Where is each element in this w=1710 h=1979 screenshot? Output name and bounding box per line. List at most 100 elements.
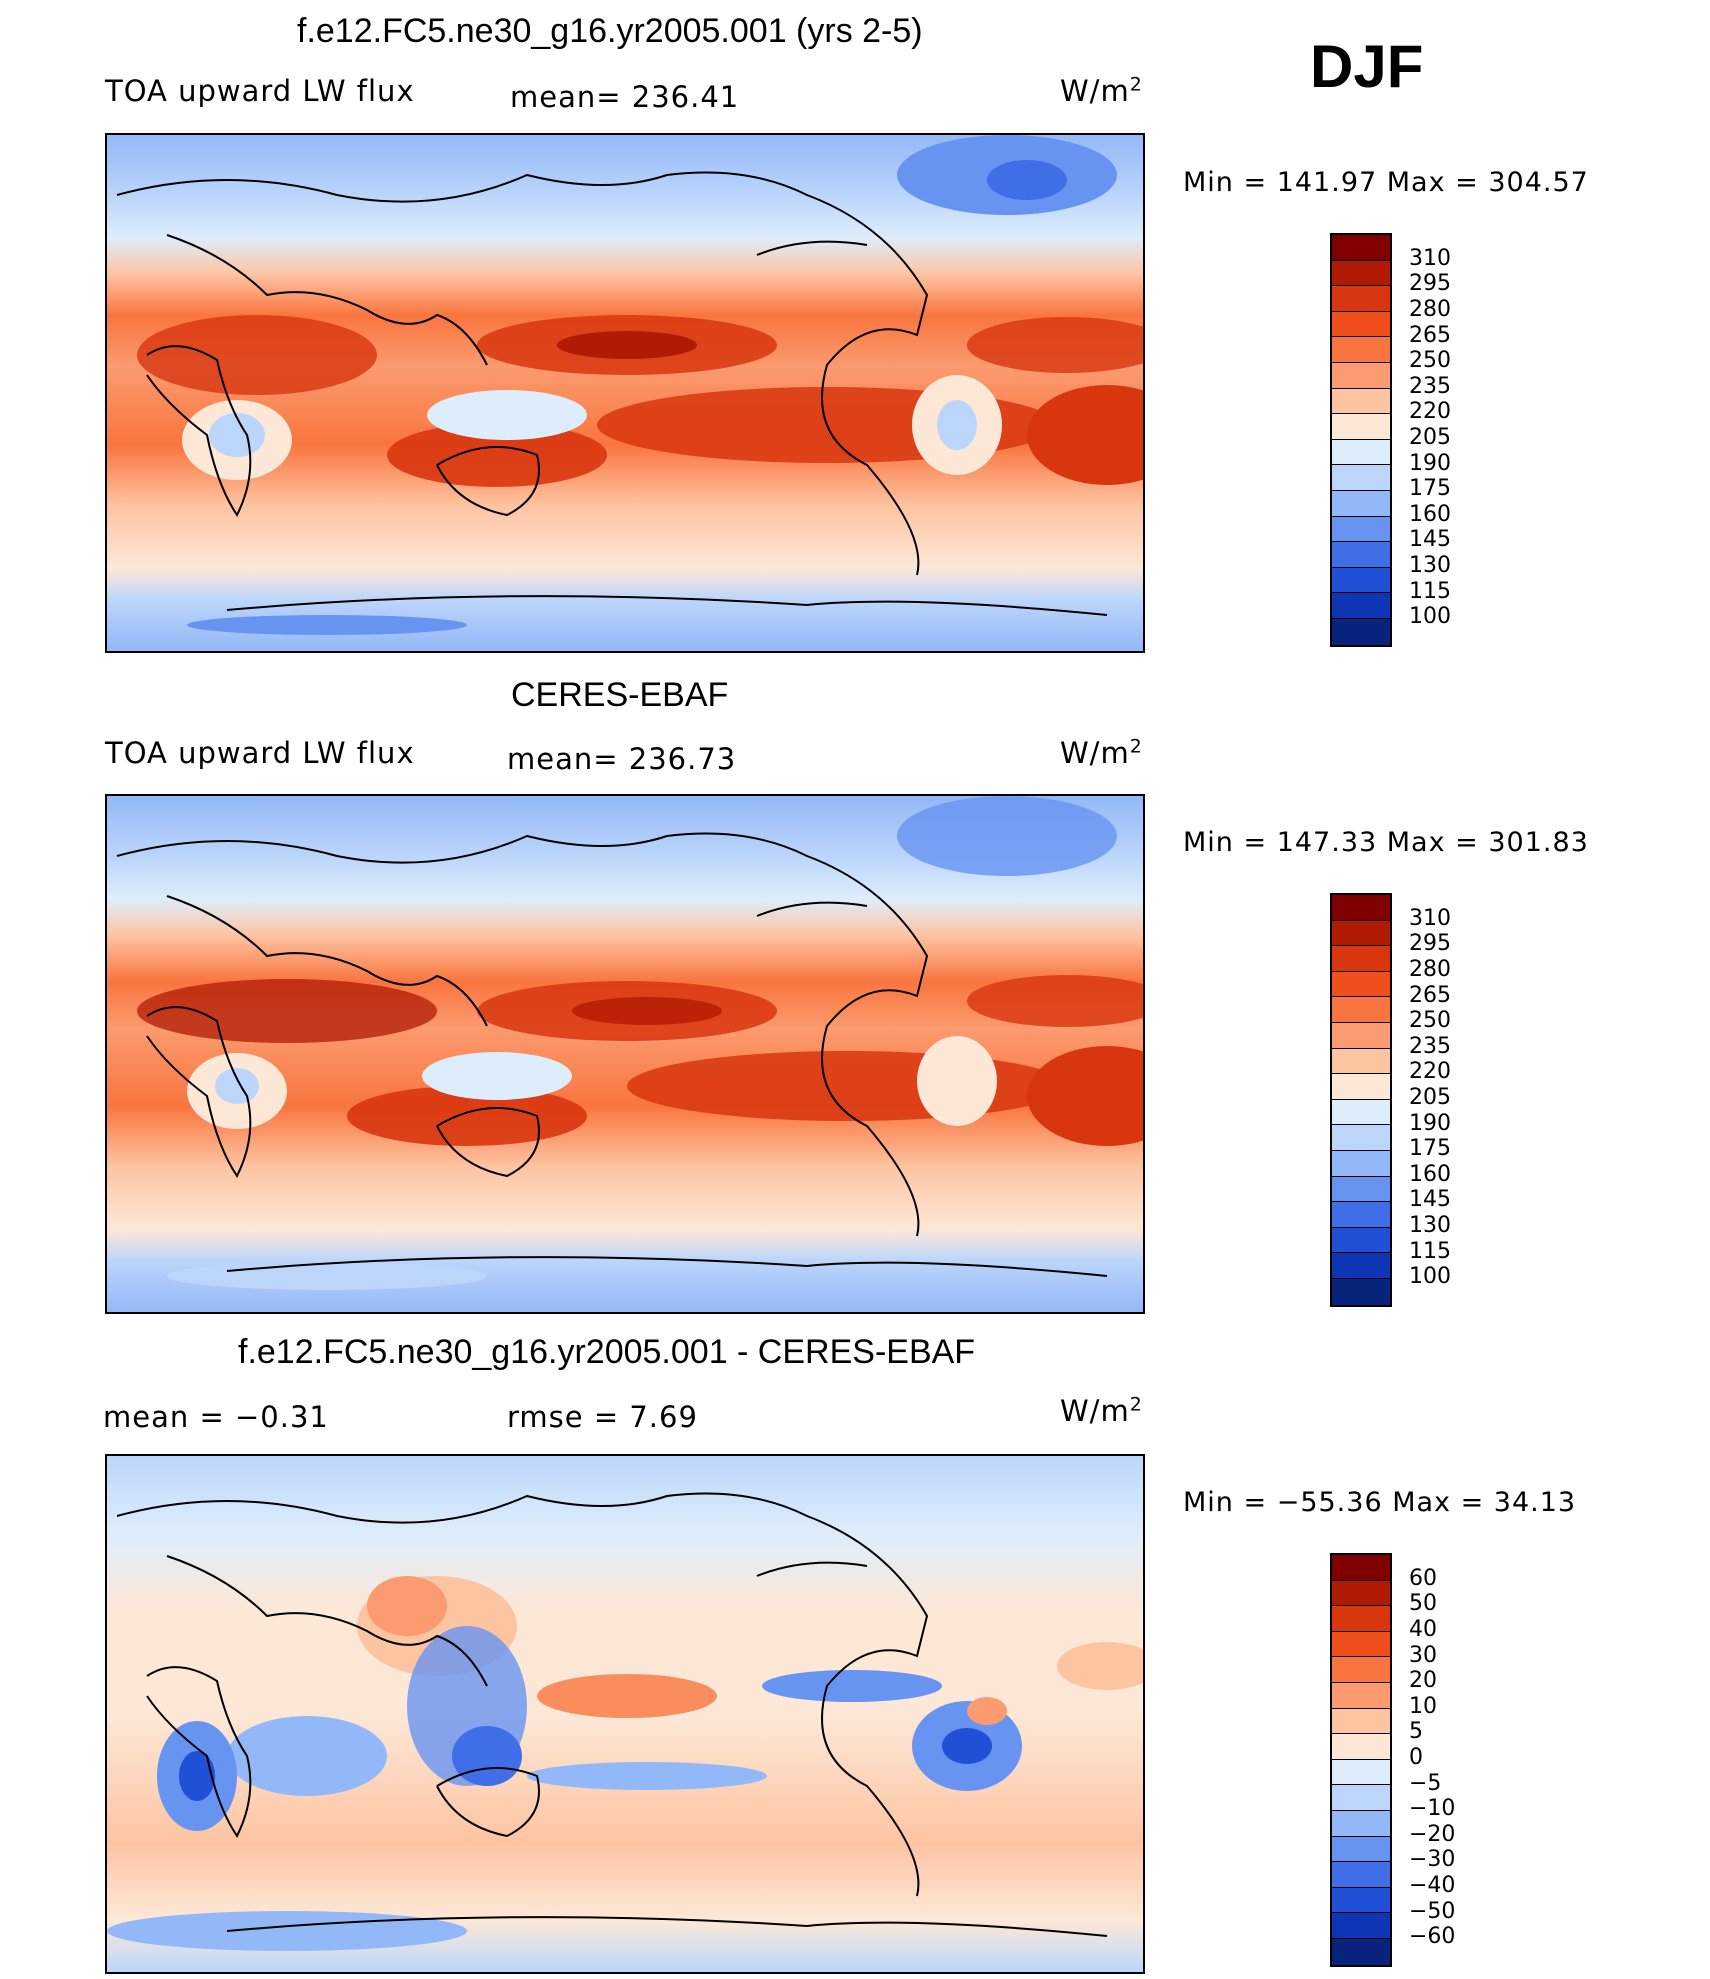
colorbar-tick-label: 30 (1409, 1642, 1437, 1668)
season-label: DJF (1310, 33, 1424, 100)
colorbar-swatch (1332, 490, 1390, 517)
colorbar-swatch (1332, 542, 1390, 568)
colorbar-tick-label: 145 (1409, 1187, 1451, 1213)
colorbar-tick-label: 280 (1409, 956, 1451, 982)
panel-2-contour-field (107, 796, 1143, 1312)
panel-2-mean: mean= 236.73 (507, 742, 737, 776)
colorbar-swatch (1332, 1862, 1390, 1888)
colorbar-tick-label: 10 (1409, 1693, 1437, 1719)
panel-3-minmax: Min = −55.36 Max = 34.13 (1183, 1487, 1577, 1518)
colorbar-tick-label: −60 (1409, 1924, 1456, 1950)
colorbar-swatch (1332, 1074, 1390, 1100)
panel-1-mean: mean= 236.41 (510, 80, 740, 114)
colorbar-swatch (1332, 1759, 1390, 1786)
colorbar-tick-label: 280 (1409, 296, 1451, 322)
colorbar-tick-label: 0 (1409, 1744, 1423, 1770)
panel-3-colorbar-labels: 60 50 40 30 20 10 5 0 −5 −10 −20 −30 −40 −50 −60 (1409, 1566, 1455, 1950)
colorbar-tick-label: 40 (1409, 1616, 1437, 1642)
colorbar-swatch (1332, 465, 1390, 491)
colorbar-tick-label: 190 (1409, 450, 1451, 476)
panel-1-units: W/m2 (1060, 74, 1143, 108)
colorbar-tick-label: 205 (1409, 424, 1451, 450)
colorbar-swatch (1332, 362, 1390, 389)
colorbar-tick-label: −20 (1409, 1821, 1456, 1847)
panel-1-minmax: Min = 141.97 Max = 304.57 (1183, 167, 1589, 198)
colorbar-tick-label: 295 (1409, 931, 1451, 957)
panel-3-rmse: rmse = 7.69 (507, 1400, 698, 1434)
colorbar-swatch (1332, 1682, 1390, 1709)
panel-2-colorbar (1330, 893, 1392, 1307)
panel-2-title: CERES-EBAF (511, 676, 729, 714)
colorbar-swatch (1332, 1555, 1390, 1581)
panel-1-colorbar (1330, 233, 1392, 647)
colorbar-tick-label: 265 (1409, 322, 1451, 348)
colorbar-swatch (1332, 946, 1390, 972)
colorbar-tick-label: 160 (1409, 501, 1451, 527)
colorbar-swatch (1332, 1125, 1390, 1151)
colorbar-swatch (1332, 895, 1390, 921)
colorbar-swatch (1332, 388, 1390, 415)
colorbar-tick-label: 220 (1409, 1059, 1451, 1085)
panel-1-title: f.e12.FC5.ne30_g16.yr2005.001 (yrs 2-5) (297, 12, 923, 50)
colorbar-swatch (1332, 1913, 1390, 1939)
colorbar-swatch (1332, 567, 1390, 594)
colorbar-tick-label: −5 (1409, 1770, 1442, 1796)
colorbar-tick-label: 220 (1409, 399, 1451, 425)
panel-1-variable: TOA upward LW flux (105, 74, 415, 108)
colorbar-swatch (1332, 1176, 1390, 1203)
colorbar-tick-label: 235 (1409, 373, 1451, 399)
colorbar-swatch (1332, 414, 1390, 440)
colorbar-tick-label: 130 (1409, 552, 1451, 578)
colorbar-swatch (1332, 1708, 1390, 1735)
colorbar-swatch (1332, 1278, 1390, 1305)
colorbar-swatch (1332, 1580, 1390, 1607)
panel-1-map (105, 133, 1145, 653)
panel-3-mean: mean = −0.31 (103, 1400, 329, 1434)
colorbar-tick-label: 145 (1409, 527, 1451, 553)
colorbar-tick-label: 100 (1409, 1264, 1451, 1290)
colorbar-tick-label: 235 (1409, 1033, 1451, 1059)
colorbar-tick-label: 60 (1409, 1565, 1437, 1591)
colorbar-tick-label: 50 (1409, 1591, 1437, 1617)
colorbar-tick-label: −30 (1409, 1847, 1456, 1873)
colorbar-tick-label: 115 (1409, 578, 1451, 604)
colorbar-swatch (1332, 1938, 1390, 1965)
colorbar-tick-label: 265 (1409, 982, 1451, 1008)
panel-3-units: W/m2 (1060, 1394, 1143, 1428)
colorbar-swatch (1332, 1657, 1390, 1683)
panel-2-units: W/m2 (1060, 736, 1143, 770)
colorbar-tick-label: 130 (1409, 1212, 1451, 1238)
colorbar-swatch (1332, 1734, 1390, 1760)
colorbar-tick-label: 175 (1409, 476, 1451, 502)
colorbar-swatch (1332, 1606, 1390, 1632)
colorbar-swatch (1332, 1099, 1390, 1126)
panel-3-colorbar (1330, 1553, 1392, 1967)
panel-2-minmax: Min = 147.33 Max = 301.83 (1183, 827, 1589, 858)
colorbar-tick-label: −10 (1409, 1796, 1456, 1822)
colorbar-swatch (1332, 971, 1390, 998)
colorbar-swatch (1332, 1810, 1390, 1837)
panel-3-title: f.e12.FC5.ne30_g16.yr2005.001 - CERES-EB… (238, 1333, 976, 1371)
colorbar-swatch (1332, 1227, 1390, 1254)
panel-1-colorbar-labels: 310 295 280 265 250 235 220 205 190 175 160 145 130 1… (1409, 246, 1451, 630)
colorbar-swatch (1332, 1202, 1390, 1228)
panel-3-contour-field (107, 1456, 1143, 1972)
colorbar-swatch (1332, 235, 1390, 261)
panel-2-colorbar-labels: 310 295 280 265 250 235 220 205 190 175 160 145 130 1… (1409, 906, 1451, 1290)
colorbar-tick-label: −40 (1409, 1872, 1456, 1898)
colorbar-tick-label: 310 (1409, 905, 1451, 931)
colorbar-swatch (1332, 1150, 1390, 1177)
colorbar-swatch (1332, 311, 1390, 338)
colorbar-swatch (1332, 593, 1390, 619)
colorbar-swatch (1332, 920, 1390, 947)
colorbar-swatch (1332, 1253, 1390, 1279)
colorbar-swatch (1332, 286, 1390, 312)
colorbar-tick-label: 5 (1409, 1719, 1423, 1745)
colorbar-swatch (1332, 1887, 1390, 1914)
colorbar-swatch (1332, 618, 1390, 645)
colorbar-swatch (1332, 1022, 1390, 1049)
panel-1-contour-field (107, 135, 1143, 651)
colorbar-tick-label: 250 (1409, 348, 1451, 374)
colorbar-tick-label: 20 (1409, 1668, 1437, 1694)
colorbar-swatch (1332, 1631, 1390, 1658)
